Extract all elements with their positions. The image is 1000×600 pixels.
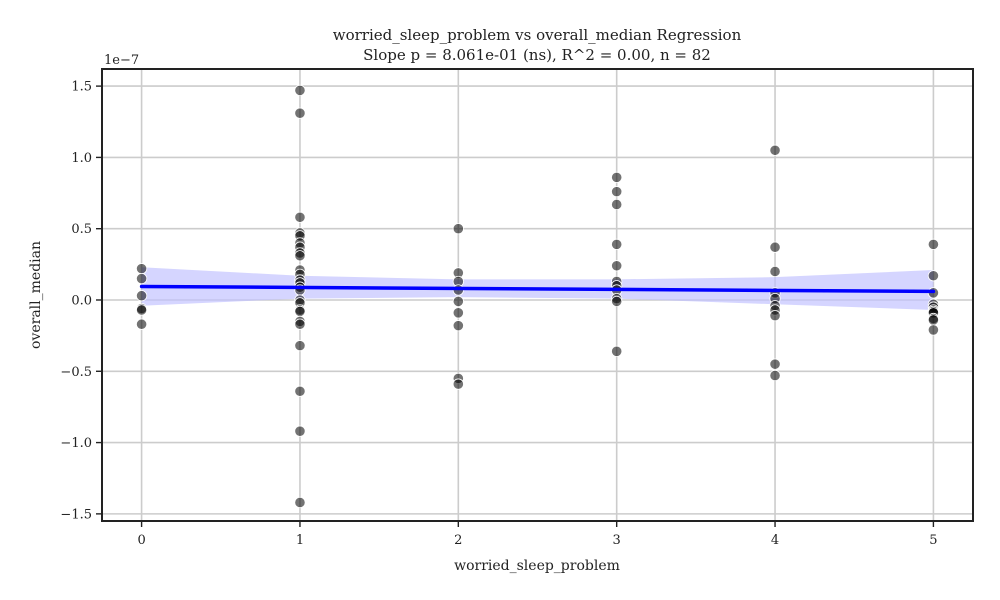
data-point bbox=[611, 171, 623, 183]
regression-line bbox=[139, 284, 936, 294]
data-point bbox=[452, 320, 464, 332]
data-point bbox=[294, 425, 306, 437]
x-tick-label: 0 bbox=[137, 533, 145, 548]
x-tick-label: 1 bbox=[296, 533, 304, 548]
data-point bbox=[294, 84, 306, 96]
data-point bbox=[294, 496, 306, 509]
data-point bbox=[135, 304, 148, 316]
data-point bbox=[927, 314, 940, 326]
data-point bbox=[452, 378, 464, 390]
data-point bbox=[135, 318, 148, 330]
data-point bbox=[611, 238, 623, 250]
x-axis-label: worried_sleep_problem bbox=[454, 558, 620, 574]
data-point bbox=[452, 307, 464, 319]
x-tick-label: 2 bbox=[454, 533, 462, 548]
plot-frame bbox=[101, 68, 974, 522]
x-tick-label: 3 bbox=[613, 533, 621, 548]
x-tick-label: 4 bbox=[771, 533, 779, 548]
regression-line-layer bbox=[139, 284, 936, 294]
data-point bbox=[927, 324, 940, 336]
data-point bbox=[769, 369, 781, 382]
y-axis-label: overall_median bbox=[28, 241, 44, 349]
y-tick-label: 0.5 bbox=[71, 222, 92, 237]
data-point bbox=[769, 358, 781, 370]
data-point bbox=[769, 144, 781, 156]
x-tick-label: 5 bbox=[929, 533, 937, 548]
data-point bbox=[611, 186, 623, 198]
y-tick-label: 0.0 bbox=[71, 293, 92, 308]
y-tick-label: −1.0 bbox=[60, 436, 92, 451]
data-point bbox=[769, 241, 781, 253]
data-point bbox=[611, 295, 623, 308]
y-tick-label: −0.5 bbox=[60, 365, 92, 380]
data-point bbox=[294, 305, 306, 317]
data-point bbox=[135, 290, 148, 302]
data-point bbox=[452, 223, 464, 235]
data-point bbox=[611, 198, 623, 211]
y-scale-multiplier: 1e−7 bbox=[104, 53, 139, 68]
data-point bbox=[611, 260, 623, 272]
data-point bbox=[135, 263, 148, 275]
data-point bbox=[135, 273, 148, 285]
scatter-points bbox=[135, 84, 940, 509]
data-point bbox=[769, 310, 781, 322]
data-point bbox=[294, 107, 306, 119]
data-point bbox=[927, 270, 940, 282]
data-point bbox=[294, 318, 306, 330]
data-point bbox=[294, 340, 306, 352]
data-point bbox=[452, 295, 464, 308]
data-point bbox=[294, 250, 306, 262]
data-point bbox=[294, 385, 306, 397]
chart-title: worried_sleep_problem vs overall_median … bbox=[333, 26, 742, 44]
data-point bbox=[294, 211, 306, 223]
data-point bbox=[611, 345, 623, 357]
y-tick-label: 1.5 bbox=[71, 80, 92, 95]
data-point bbox=[769, 265, 781, 278]
axis-ticks: 0 1 2 3 4 5 −1.5 −1.0 −0.5 0.0 0.5 1.0 1.5 bbox=[60, 80, 937, 548]
y-tick-label: 1.0 bbox=[71, 151, 92, 166]
chart-subtitle: Slope p = 8.061e-01 (ns), R^2 = 0.00, n … bbox=[363, 46, 711, 64]
y-tick-label: −1.5 bbox=[60, 507, 92, 522]
data-point bbox=[927, 238, 940, 250]
